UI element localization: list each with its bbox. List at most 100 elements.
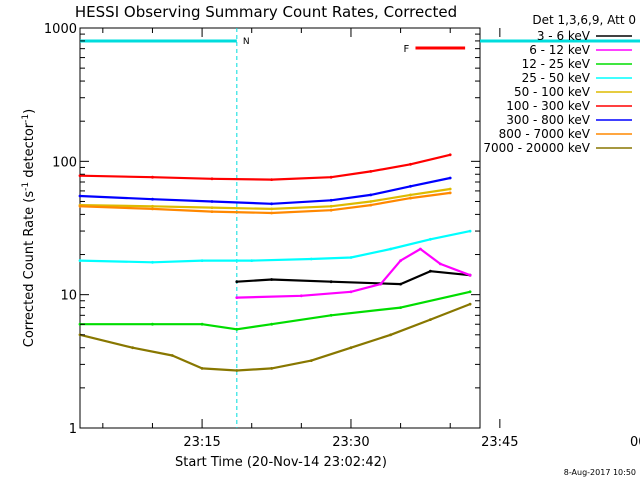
series-point xyxy=(270,211,273,215)
series-point xyxy=(270,202,273,206)
series-point xyxy=(309,359,313,362)
series-point xyxy=(151,197,154,201)
series-point xyxy=(468,273,472,277)
series-point xyxy=(200,322,204,326)
series-point xyxy=(329,198,333,202)
series-point xyxy=(409,162,412,166)
y-tick-label: 1000 xyxy=(44,22,77,37)
series-point xyxy=(210,177,214,181)
legend-label: 6 - 12 keV xyxy=(529,43,591,57)
series-6 xyxy=(78,176,452,206)
series-point xyxy=(329,204,333,208)
series-5 xyxy=(78,153,452,182)
legend-label: 800 - 7000 keV xyxy=(499,127,591,141)
series-point xyxy=(429,318,432,321)
series-point xyxy=(78,194,82,198)
series-1 xyxy=(235,247,472,299)
series-line xyxy=(236,247,471,299)
series-point xyxy=(429,269,432,273)
series-point xyxy=(200,367,204,370)
x-tick-label: 23:30 xyxy=(332,435,369,450)
series-point xyxy=(349,290,353,294)
series-point xyxy=(409,184,412,188)
series-point xyxy=(309,257,313,261)
series-point xyxy=(200,259,204,262)
series-point xyxy=(448,176,452,180)
series-line xyxy=(79,153,451,181)
legend-label: 12 - 25 keV xyxy=(522,57,591,71)
flare-label: F xyxy=(403,44,409,55)
series-point xyxy=(235,280,239,284)
series-point xyxy=(299,294,303,298)
series-point xyxy=(379,282,383,286)
series-point xyxy=(151,207,154,211)
series-point xyxy=(270,322,273,326)
x-axis-label: Start Time (20-Nov-14 23:02:42) xyxy=(175,455,387,470)
series-point xyxy=(210,210,214,214)
night-label: N xyxy=(243,37,250,47)
series-line xyxy=(79,230,471,264)
series-point xyxy=(131,346,135,350)
series-point xyxy=(429,237,432,241)
series-point xyxy=(468,229,472,233)
series-point xyxy=(448,187,452,191)
series-point xyxy=(438,262,442,266)
series-8 xyxy=(78,302,472,372)
series-point xyxy=(409,193,412,197)
legend-label: 25 - 50 keV xyxy=(522,71,591,85)
series-point xyxy=(250,259,254,262)
y-tick-label: 10 xyxy=(60,289,77,304)
series-point xyxy=(329,175,333,179)
series-point xyxy=(399,306,402,309)
series-point xyxy=(448,191,452,195)
series-point xyxy=(349,346,353,350)
series-point xyxy=(448,153,452,157)
series-point xyxy=(235,369,239,372)
series-7 xyxy=(78,191,452,215)
series-point xyxy=(270,178,273,182)
series-point xyxy=(369,203,373,207)
series-2 xyxy=(78,290,472,331)
series-line xyxy=(79,176,451,205)
series-point xyxy=(151,322,154,326)
plot-frame xyxy=(79,27,481,429)
series-point xyxy=(399,259,402,262)
series-point xyxy=(329,208,333,212)
legend-title: Det 1,3,6,9, Att 0 xyxy=(532,13,636,27)
series-point xyxy=(349,256,353,259)
series-3 xyxy=(78,229,472,264)
series-point xyxy=(210,200,214,203)
series-point xyxy=(170,354,174,357)
series-point xyxy=(78,259,82,262)
series-line xyxy=(79,303,471,372)
x-tick-label: 00:00 xyxy=(630,435,640,450)
series-line xyxy=(80,290,471,331)
plot-area: NF 110100100023:1523:3023:4500:0000:1500… xyxy=(44,22,640,450)
series-point xyxy=(389,333,393,337)
series-point xyxy=(369,193,373,197)
legend-label: 100 - 300 keV xyxy=(506,99,590,113)
series-point xyxy=(419,247,422,251)
corner-date: 8-Aug-2017 10:50 xyxy=(564,468,636,477)
series-point xyxy=(235,327,239,331)
legend-label: 7000 - 20000 keV xyxy=(483,141,590,155)
series-line xyxy=(236,270,471,286)
series-point xyxy=(210,206,214,210)
series-point xyxy=(151,175,154,179)
legend-label: 3 - 6 keV xyxy=(537,29,591,43)
series-point xyxy=(468,290,472,294)
x-tick-label: 23:15 xyxy=(183,435,220,450)
series-point xyxy=(78,204,82,208)
legend-label: 300 - 800 keV xyxy=(506,113,590,127)
series-point xyxy=(270,278,273,281)
series-point xyxy=(329,313,333,317)
series-point xyxy=(399,282,402,286)
y-axis-label: Corrected Count Rate (s-1 detector-1) xyxy=(21,109,37,347)
series-point xyxy=(270,207,273,211)
series-point xyxy=(389,247,393,251)
series-point xyxy=(409,196,412,200)
legend-label: 50 - 100 keV xyxy=(514,85,591,99)
series-4 xyxy=(78,187,452,211)
series-line xyxy=(79,191,451,215)
